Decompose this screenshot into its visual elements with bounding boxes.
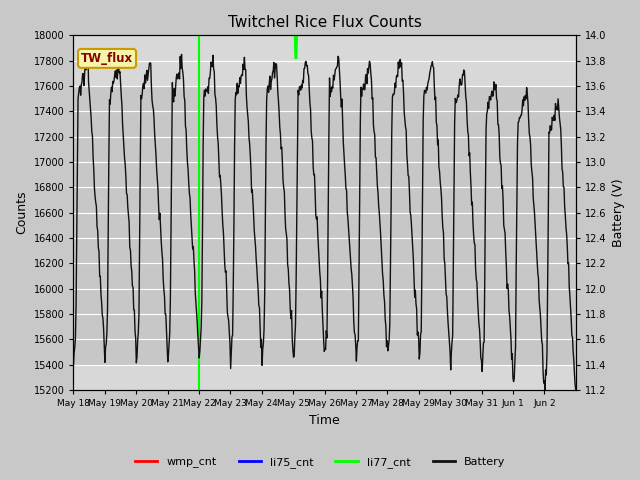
Legend: wmp_cnt, li75_cnt, li77_cnt, Battery: wmp_cnt, li75_cnt, li77_cnt, Battery	[131, 452, 509, 472]
Y-axis label: Counts: Counts	[15, 191, 28, 234]
Bar	[74, 86, 576, 365]
Y-axis label: Battery (V): Battery (V)	[612, 179, 625, 247]
X-axis label: Time: Time	[309, 414, 340, 427]
Title: Twitchel Rice Flux Counts: Twitchel Rice Flux Counts	[228, 15, 422, 30]
Text: TW_flux: TW_flux	[81, 52, 133, 65]
